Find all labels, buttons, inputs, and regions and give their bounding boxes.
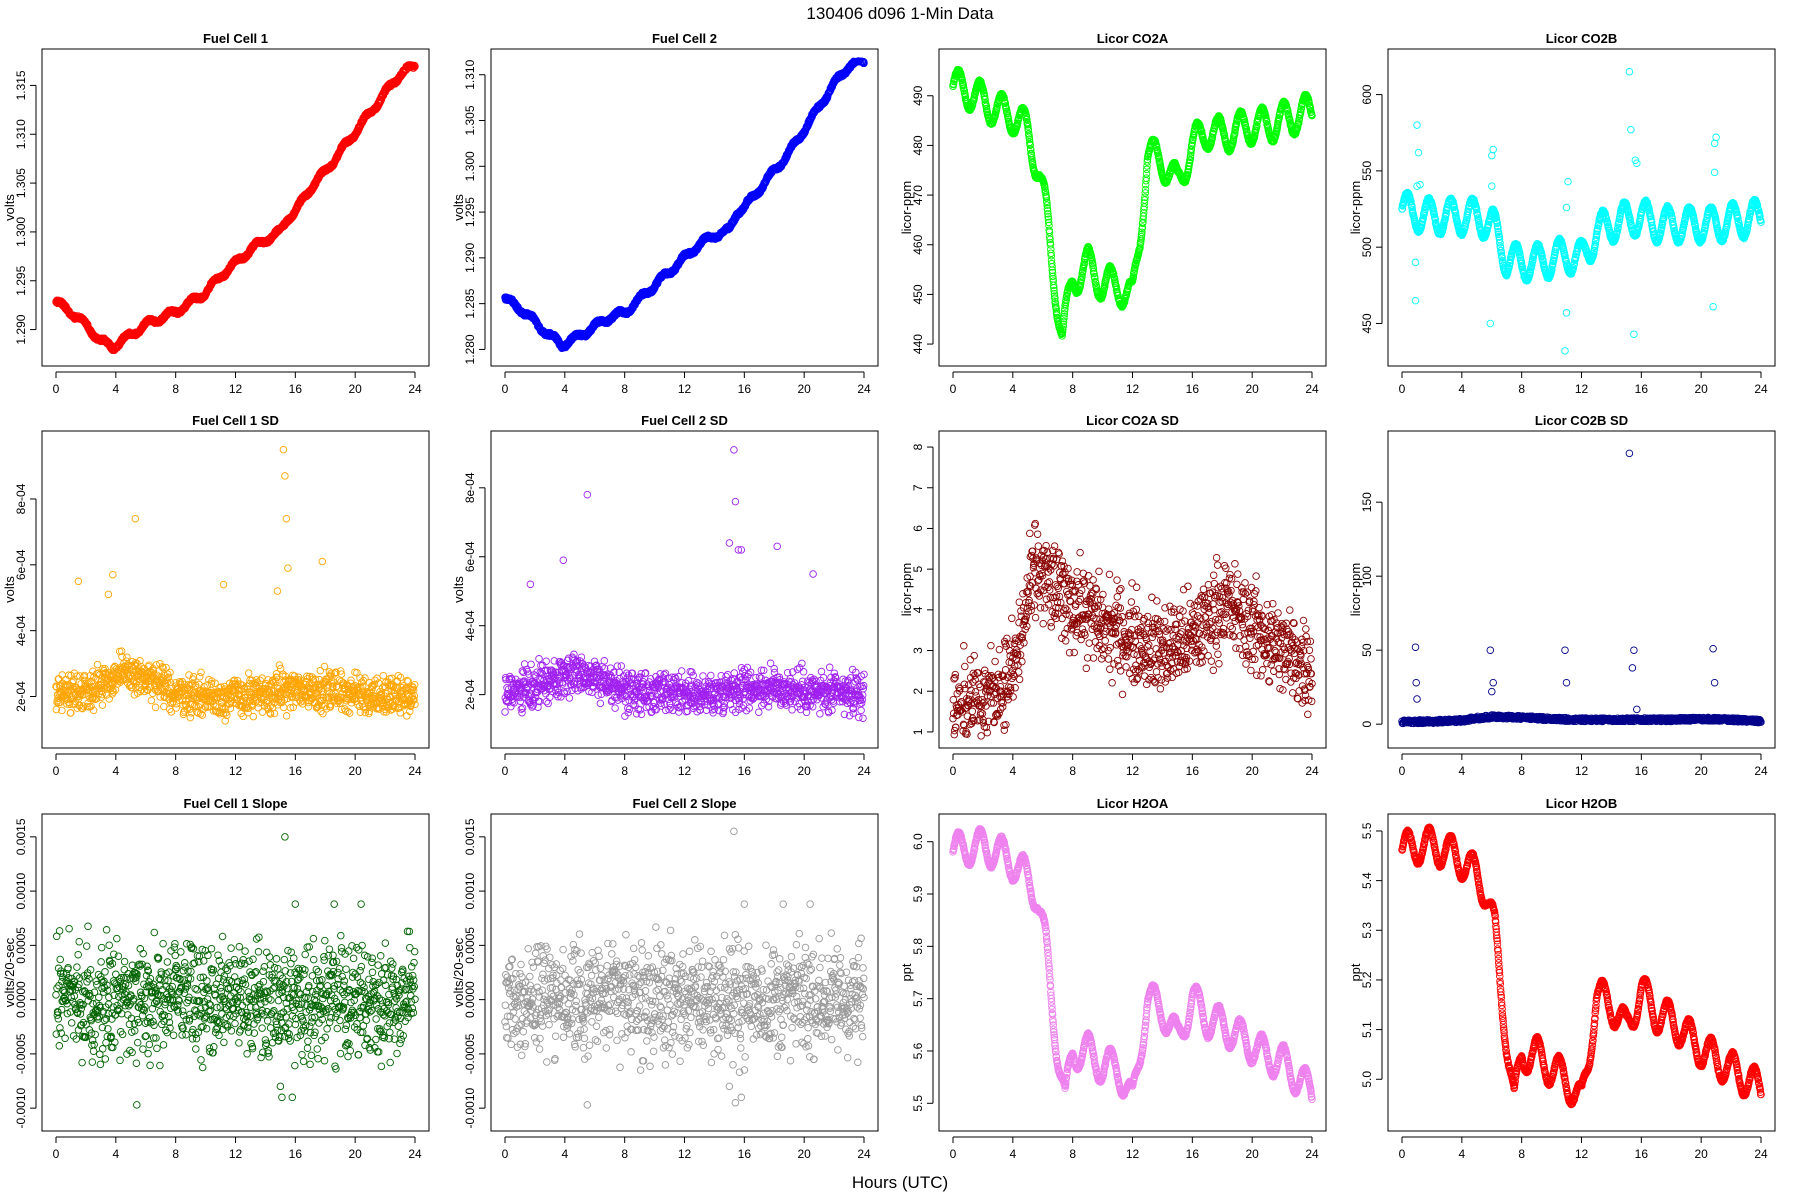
x-tick-label: 20: [797, 382, 811, 396]
y-tick-label: 1.315: [14, 70, 28, 100]
plot-frame: [41, 48, 430, 367]
y-tick-label: 1.305: [14, 168, 28, 198]
x-tick-label: 20: [1245, 382, 1259, 396]
x-tick-label: 24: [857, 382, 871, 396]
x-tick-label: 8: [1069, 382, 1076, 396]
x-tick-label: 0: [502, 382, 509, 396]
x-tick-label: 16: [738, 382, 752, 396]
y-tick-label: 1.290: [463, 243, 477, 273]
data-points: [52, 61, 419, 355]
y-tick-label: 1.300: [463, 151, 477, 181]
plot-frame: [490, 48, 879, 367]
panel-co2b: Licor CO2B 0 4 8 12 16 20 24 450 500 550 600 licor-p…: [1348, 31, 1776, 396]
y-tick-label: 1.280: [463, 334, 477, 364]
y-tick-label: 550: [1360, 161, 1374, 181]
y-tick-label: 1.305: [463, 105, 477, 135]
y-tick-label: 460: [911, 234, 925, 254]
x-tick-label: 4: [561, 382, 568, 396]
panel-title: Fuel Cell 2: [652, 31, 717, 46]
y-tick-label: 1.295: [14, 265, 28, 295]
x-tick-label: 12: [678, 382, 692, 396]
y-tick-label: 490: [911, 85, 925, 105]
x-tick-label: 0: [950, 382, 957, 396]
x-tick-label: 24: [1305, 382, 1319, 396]
data-points: [501, 57, 868, 352]
y-tick-label: 500: [1360, 237, 1374, 257]
y-tick-label: 440: [911, 334, 925, 354]
x-tick-label: 8: [1518, 382, 1525, 396]
y-axis-label: volts: [451, 194, 466, 221]
panel-title: Fuel Cell 1: [203, 31, 268, 46]
x-tick-label: 16: [289, 382, 303, 396]
y-axis-label: licor-ppm: [1348, 181, 1363, 234]
panel-fc1: Fuel Cell 1 0 4 8 12 16 20 24 1.290 1.295 1.300 1.3…: [2, 31, 430, 396]
x-tick-label: 8: [172, 382, 179, 396]
x-tick-label: 16: [1186, 382, 1200, 396]
y-axis-label: licor-ppm: [899, 181, 914, 234]
panels-container: Fuel Cell 1 0 4 8 12 16 20 24 1.290 1.295 1.300 1.3…: [2, 31, 1776, 1161]
data-points: [949, 65, 1316, 340]
x-tick-label: 24: [1754, 382, 1768, 396]
x-tick-label: 4: [1458, 382, 1465, 396]
figure-xlabel: Hours (UTC): [852, 1173, 948, 1192]
data-point: [84, 321, 92, 329]
x-tick-label: 20: [348, 382, 362, 396]
x-tick-label: 24: [408, 382, 422, 396]
x-tick-label: 8: [621, 382, 628, 396]
figure-title: 130406 d096 1-Min Data: [806, 4, 994, 23]
y-tick-label: 1.310: [14, 119, 28, 149]
x-tick-label: 12: [1126, 382, 1140, 396]
x-tick-label: 0: [53, 382, 60, 396]
data-points: [1398, 67, 1765, 355]
y-tick-label: 1.290: [14, 314, 28, 344]
x-tick-label: 16: [1635, 382, 1649, 396]
y-tick-label: 450: [911, 284, 925, 304]
x-tick-label: 20: [1694, 382, 1708, 396]
x-tick-label: 12: [1575, 382, 1589, 396]
panel-title: Licor CO2B: [1546, 31, 1618, 46]
y-tick-label: 1.310: [463, 59, 477, 89]
y-tick-label: 600: [1360, 84, 1374, 104]
y-tick-label: 450: [1360, 313, 1374, 333]
y-axis-label: volts: [2, 194, 17, 221]
x-tick-label: 0: [1399, 382, 1406, 396]
panel-title: Licor CO2A: [1097, 31, 1169, 46]
x-tick-label: 4: [1009, 382, 1016, 396]
panel-fc2: Fuel Cell 20 4 8 12 16 20 241.2801.2851.2901.2…: [451, 31, 879, 396]
x-tick-label: 12: [229, 382, 243, 396]
y-tick-label: 1.285: [463, 288, 477, 318]
y-tick-label: 480: [911, 135, 925, 155]
x-tick-label: 4: [112, 382, 119, 396]
y-tick-label: 1.300: [14, 217, 28, 247]
